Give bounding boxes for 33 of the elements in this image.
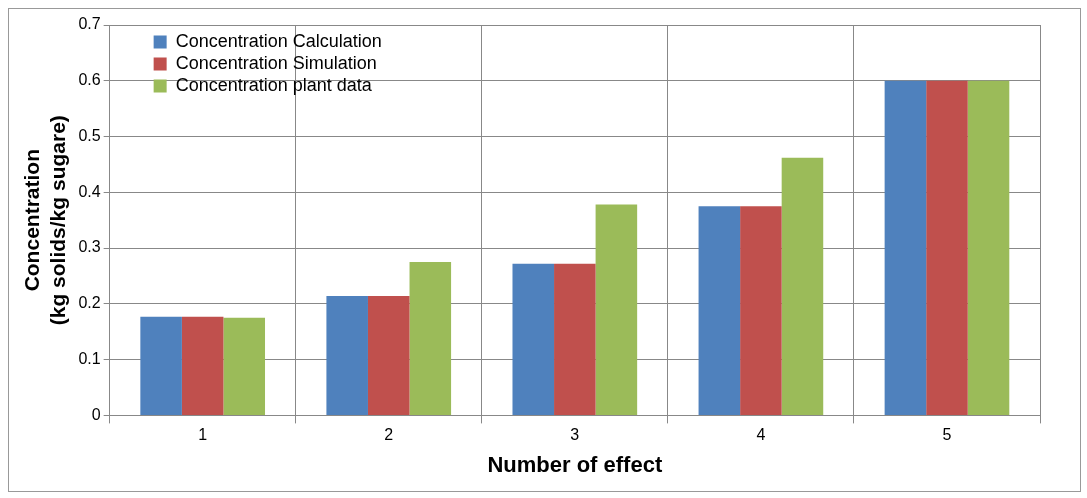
- bar: [781, 157, 824, 415]
- bar: [181, 316, 224, 415]
- bar: [967, 80, 1010, 415]
- bar: [140, 316, 182, 415]
- y-tick-label: 0.5: [78, 126, 101, 144]
- bar: [326, 296, 368, 415]
- bar: [512, 263, 555, 415]
- x-tick-label: 5: [942, 426, 952, 444]
- legend-label: Concentration Simulation: [175, 52, 377, 73]
- x-tick-label: 2: [384, 426, 394, 444]
- bar: [884, 80, 927, 415]
- bar: [698, 206, 741, 415]
- y-tick-label: 0.7: [78, 15, 101, 33]
- x-axis-title: Number of effect: [487, 451, 663, 477]
- x-tick-label: 4: [756, 426, 766, 444]
- bar: [740, 206, 782, 415]
- bar: [554, 263, 596, 415]
- y-tick-label: 0.2: [78, 294, 101, 312]
- y-axis-title: Concentration (kg solids/kg sugare): [20, 115, 69, 326]
- bar: [223, 317, 266, 415]
- bar: [367, 296, 410, 415]
- bar: [926, 80, 968, 415]
- legend-label: Concentration plant data: [175, 74, 373, 95]
- x-tick-label: 3: [570, 426, 580, 444]
- y-tick-label: 0.4: [78, 182, 101, 200]
- bar: [409, 262, 452, 415]
- y-tick-label: 0: [91, 405, 101, 423]
- legend-label: Concentration Calculation: [175, 30, 382, 51]
- y-tick-label: 0.1: [78, 350, 101, 368]
- y-tick-label: 0.6: [78, 71, 101, 89]
- bar: [595, 204, 638, 415]
- y-tick-label: 0.3: [78, 238, 101, 256]
- x-tick-label: 1: [198, 426, 208, 444]
